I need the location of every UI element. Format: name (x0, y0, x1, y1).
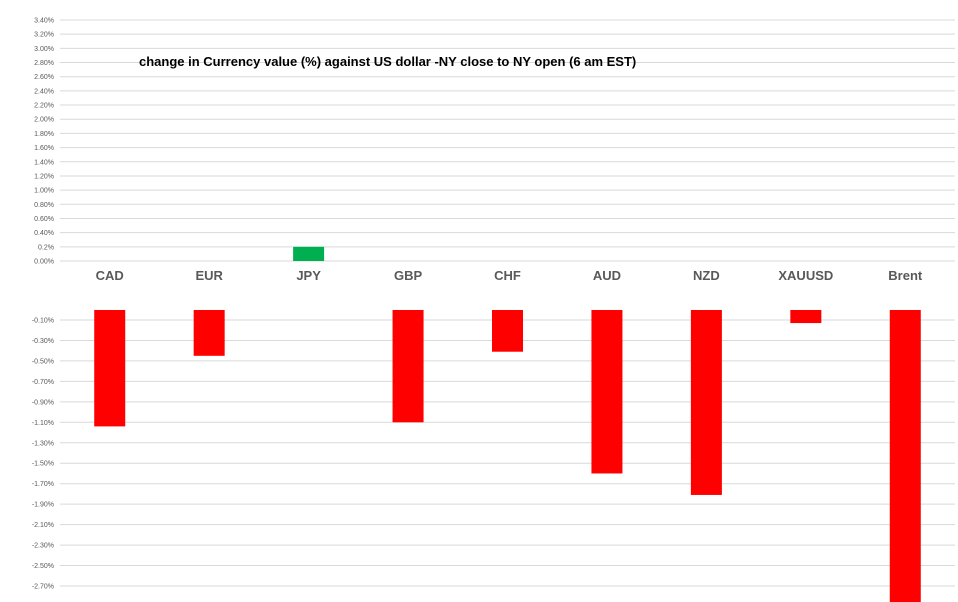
y-tick-label: -1.70% (32, 481, 54, 488)
y-tick-label: -2.70% (32, 584, 54, 591)
category-label: Brent (888, 268, 923, 283)
y-tick-label: 3.40% (34, 18, 54, 25)
gridlines (60, 19, 955, 587)
bar-aud (591, 310, 623, 474)
y-tick-label: 0.00% (34, 259, 54, 266)
bar-brent (889, 310, 921, 602)
y-tick-label: 2.80% (34, 60, 54, 67)
y-tick-label: -1.30% (32, 440, 54, 447)
category-label: EUR (195, 268, 223, 283)
bars (94, 246, 921, 602)
y-tick-label: 2.60% (34, 74, 54, 81)
y-tick-label: 2.00% (34, 117, 54, 124)
y-tick-label: 0.60% (34, 216, 54, 223)
y-tick-label: -2.30% (32, 543, 54, 550)
y-tick-label: 1.40% (34, 159, 54, 166)
y-tick-label: -2.50% (32, 563, 54, 570)
y-tick-label: 2.40% (34, 88, 54, 95)
bar-nzd (690, 310, 722, 495)
bar-chf (492, 310, 523, 352)
bar-cad (94, 310, 126, 427)
bar-eur (193, 310, 225, 356)
y-tick-label: -0.10% (32, 318, 54, 325)
y-tick-label: 1.00% (34, 188, 54, 195)
y-tick-label: -0.30% (32, 338, 54, 345)
y-tick-label: 1.80% (34, 131, 54, 138)
chart-title: change in Currency value (%) against US … (139, 54, 636, 69)
y-tick-label: 3.00% (34, 46, 54, 53)
bar-gbp (392, 310, 424, 423)
category-label: CAD (96, 268, 124, 283)
y-tick-label: 1.20% (34, 173, 54, 180)
y-tick-label: -0.50% (32, 358, 54, 365)
category-label: JPY (296, 268, 321, 283)
category-label: GBP (394, 268, 423, 283)
y-tick-label: 0.80% (34, 202, 54, 209)
y-tick-label: 3.20% (34, 32, 54, 39)
y-tick-label: 1.60% (34, 145, 54, 152)
y-tick-label: -0.70% (32, 379, 54, 386)
category-label: AUD (593, 268, 621, 283)
y-tick-label: -0.90% (32, 399, 54, 406)
y-tick-label: -1.90% (32, 502, 54, 509)
bar-xauusd (790, 310, 822, 324)
y-tick-label: -1.10% (32, 420, 54, 427)
y-tick-label: -2.10% (32, 522, 54, 529)
bar-jpy (293, 246, 325, 261)
category-label: NZD (693, 268, 720, 283)
y-tick-label: 2.20% (34, 103, 54, 110)
category-labels: CAD EUR JPY GBP CHF AUD NZD XAUUSD Brent (96, 268, 923, 283)
category-label: XAUUSD (778, 268, 833, 283)
y-tick-label: -1.50% (32, 461, 54, 468)
y-tick-label: 0.40% (34, 230, 54, 237)
y-tick-label: 0.2% (38, 244, 54, 251)
category-label: CHF (494, 268, 521, 283)
y-axis-ticks: 3.40% 3.20% 3.00% 2.80% 2.60% 2.40% 2.20% 2.00%… (32, 18, 54, 591)
